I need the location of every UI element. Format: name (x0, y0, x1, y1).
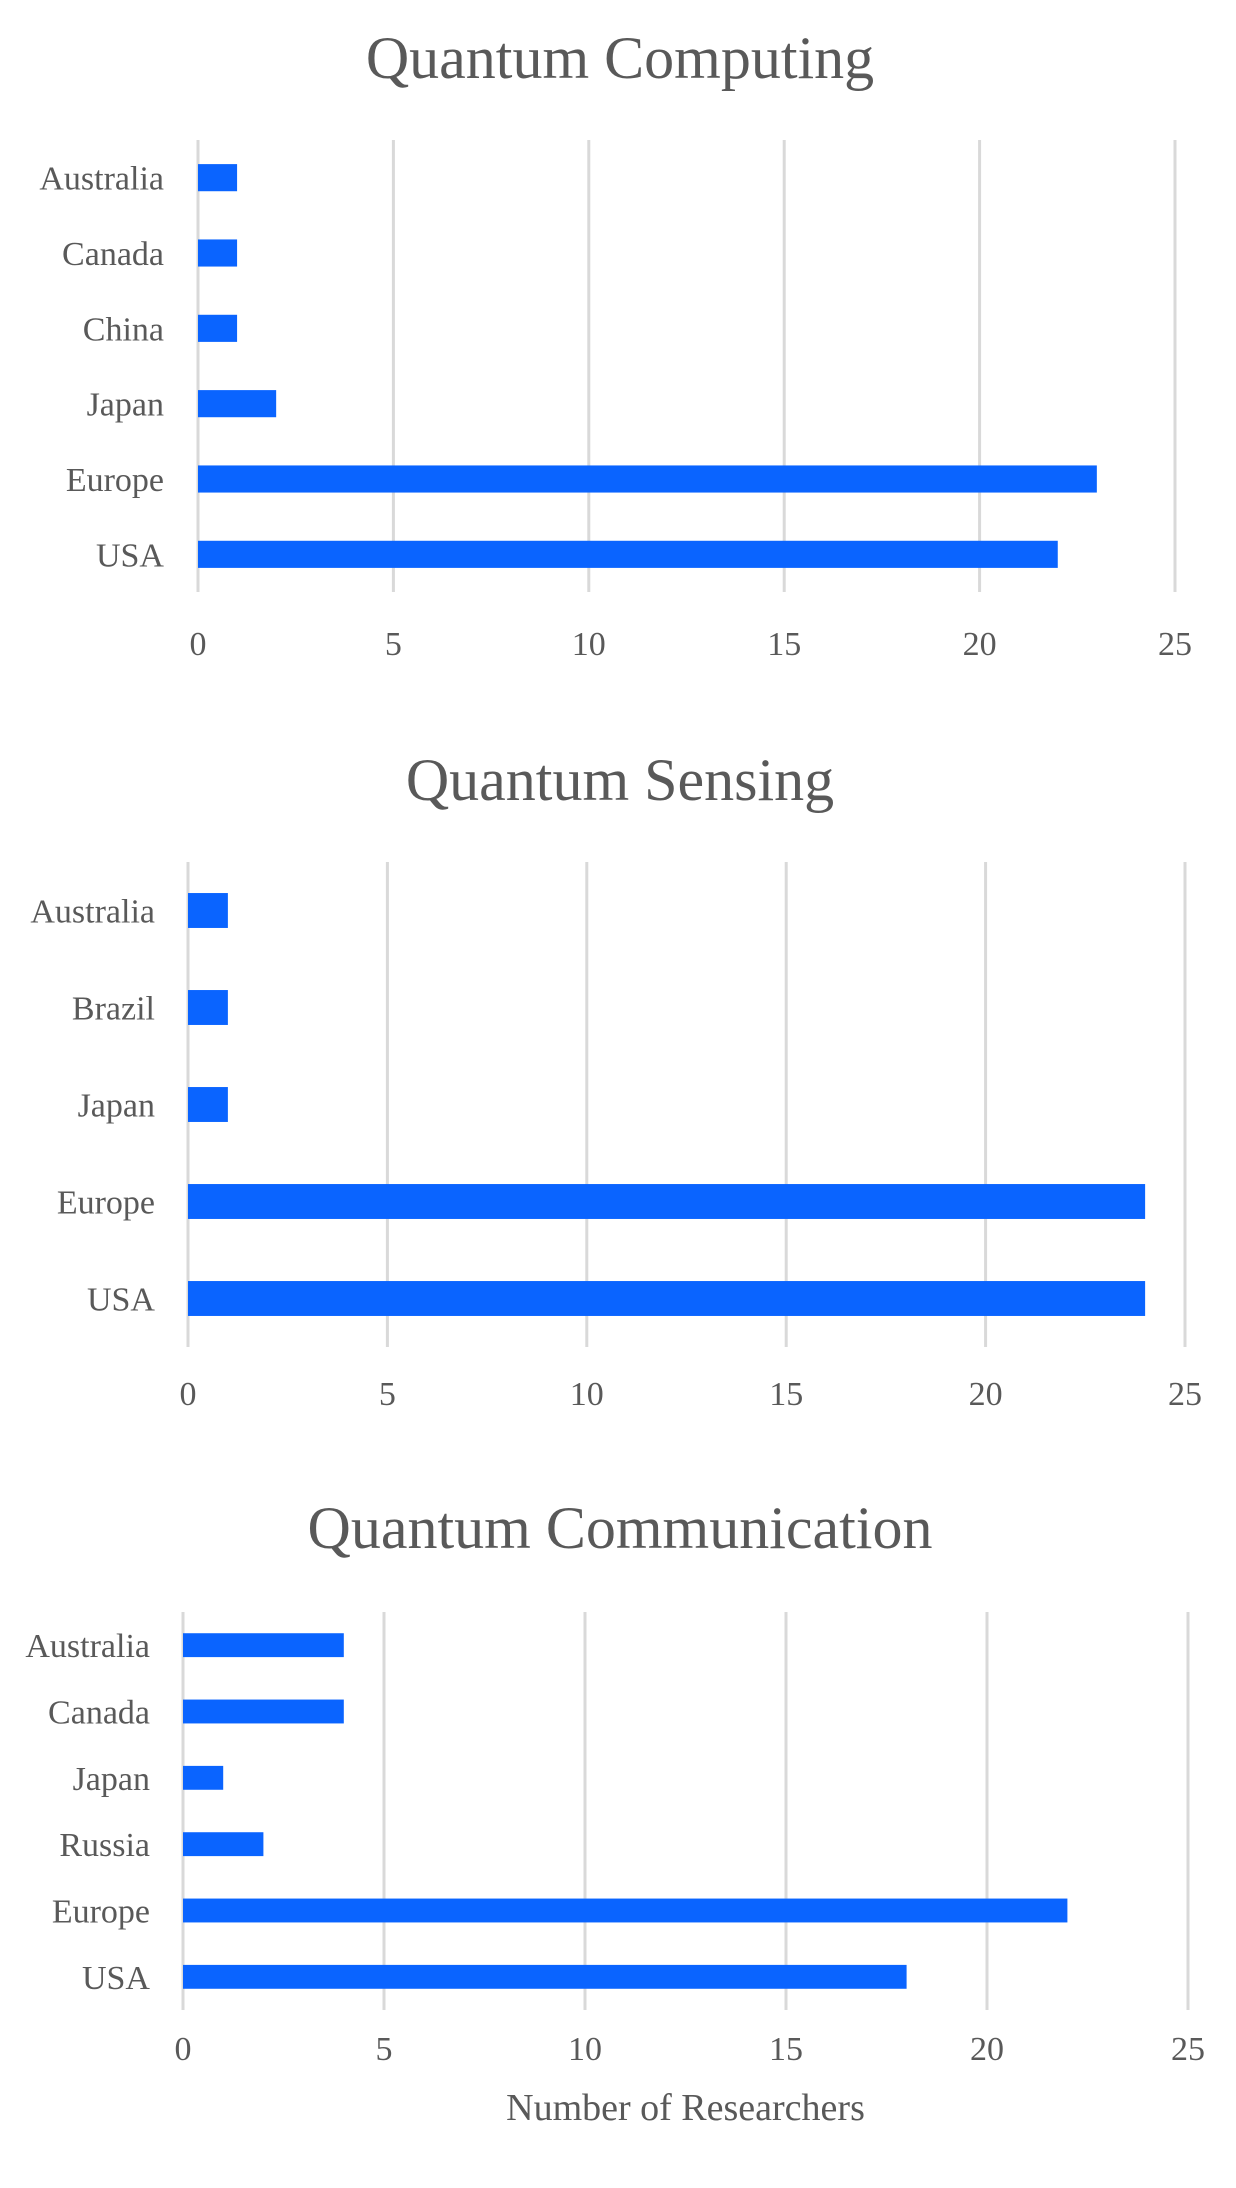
bar (198, 239, 238, 267)
bar (198, 390, 277, 418)
x-tick-label: 10 (568, 2031, 602, 2068)
x-tick-label: 15 (767, 626, 801, 663)
x-tick-label: 25 (1168, 1376, 1202, 1413)
category-label: Australia (25, 1628, 150, 1665)
x-tick-label: 5 (385, 626, 402, 663)
bar (198, 164, 238, 192)
x-tick-label: 0 (190, 626, 207, 663)
x-axis-title: Number of Researchers (506, 2087, 865, 2129)
panel-quantum-communication: Quantum Communication Australia Canada Jap… (25, 1495, 1205, 2129)
category-label: USA (96, 537, 164, 574)
gridlines (196, 140, 1177, 592)
x-tick-label: 20 (963, 626, 997, 663)
x-tick-labels: 0 5 10 15 20 25 (175, 2031, 1206, 2068)
x-tick-label: 5 (379, 1376, 396, 1413)
bar (188, 893, 228, 928)
bar (188, 990, 228, 1025)
bars (183, 1633, 1068, 1989)
bar (198, 465, 1097, 493)
x-tick-label: 10 (572, 626, 606, 663)
bar (183, 1765, 224, 1790)
category-label: Russia (59, 1827, 150, 1864)
bar (188, 1087, 228, 1122)
chart-title: Quantum Computing (366, 25, 874, 91)
x-tick-label: 25 (1171, 2031, 1205, 2068)
x-tick-label: 0 (180, 1376, 197, 1413)
panel-quantum-sensing: Quantum Sensing Australia Brazil Japan Euro… (30, 747, 1202, 1413)
category-label: USA (82, 1960, 150, 1997)
bar (183, 1898, 1068, 1923)
bars (188, 893, 1146, 1316)
bar (183, 1699, 344, 1724)
x-tick-label: 15 (769, 1376, 803, 1413)
panel-quantum-computing: Quantum Computing Australia Canada China Ja… (39, 25, 1192, 663)
category-label: Canada (62, 236, 164, 273)
x-tick-label: 10 (570, 1376, 604, 1413)
x-tick-label: 20 (969, 1376, 1003, 1413)
gridlines (186, 862, 1187, 1347)
bar (188, 1184, 1146, 1219)
bar (198, 540, 1058, 568)
category-labels: Australia Canada Japan Russia Europe USA (25, 1628, 150, 1997)
bar (183, 1633, 344, 1658)
x-tick-label: 15 (769, 2031, 803, 2068)
x-tick-label: 25 (1158, 626, 1192, 663)
x-tick-label: 20 (970, 2031, 1004, 2068)
category-labels: Australia Canada China Japan Europe USA (39, 161, 164, 575)
category-label: Japan (87, 387, 164, 424)
x-tick-labels: 0 5 10 15 20 25 (180, 1376, 1203, 1413)
category-labels: Australia Brazil Japan Europe USA (30, 894, 155, 1319)
x-tick-label: 5 (376, 2031, 393, 2068)
category-label: Europe (52, 1894, 150, 1931)
category-label: Japan (73, 1761, 150, 1798)
category-label: Australia (30, 894, 155, 931)
x-tick-label: 0 (175, 2031, 192, 2068)
gridlines (181, 1612, 1190, 2010)
category-label: China (83, 311, 164, 348)
category-label: Canada (48, 1695, 150, 1732)
category-label: Brazil (72, 991, 155, 1028)
chart-title: Quantum Sensing (406, 747, 834, 813)
bars (198, 164, 1097, 568)
bar (183, 1832, 264, 1857)
category-label: Europe (57, 1185, 155, 1222)
x-tick-labels: 0 5 10 15 20 25 (190, 626, 1193, 663)
bar (188, 1281, 1146, 1316)
bar (198, 314, 238, 342)
chart-title: Quantum Communication (308, 1495, 933, 1561)
category-label: Europe (66, 462, 164, 499)
category-label: Japan (78, 1088, 155, 1125)
bar (183, 1964, 907, 1989)
category-label: Australia (39, 161, 164, 198)
category-label: USA (87, 1282, 155, 1319)
